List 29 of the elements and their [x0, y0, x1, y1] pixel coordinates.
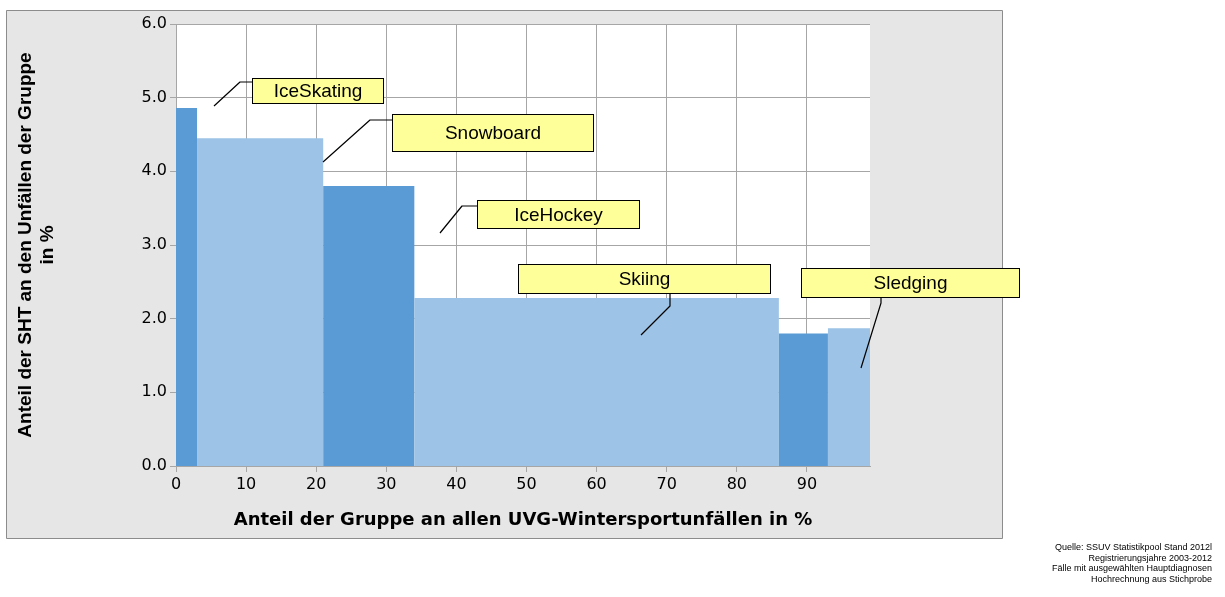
y-tick-label: 1.0 — [141, 381, 167, 401]
x-tick-label: 20 — [306, 473, 327, 493]
annotation: Skiing — [518, 264, 771, 294]
x-tick-label: 70 — [656, 473, 677, 493]
annotation: IceHockey — [477, 200, 640, 229]
callout: Sledging — [800, 267, 1021, 369]
y-tick-label: 0.0 — [141, 455, 167, 475]
y-tick-label: 6.0 — [141, 13, 167, 33]
x-axis-title: Anteil der Gruppe an allen UVG-Wintersportunfällen in % — [233, 507, 813, 529]
x-tick-label: 30 — [376, 473, 397, 493]
x-tick-label: 50 — [516, 473, 537, 493]
source-note: Quelle: SSUV Statistikpool Stand 2012l Registrierungsjahre 2003-2012 Fälle mit ausgewählten Hauptdiagnosen Hochrechnung aus Stichprobe — [1051, 542, 1212, 584]
annotation: Snowboard — [392, 114, 594, 152]
y-tick-label: 2.0 — [141, 307, 167, 327]
x-tick-label: 60 — [586, 473, 607, 493]
x-tick-label: 40 — [446, 473, 467, 493]
x-tick-label: 90 — [796, 473, 818, 493]
callout: Skiing — [517, 263, 772, 336]
callout: IceSkating — [213, 77, 385, 107]
x-tick-label: 0 — [170, 473, 182, 493]
callout: Snowboard — [322, 113, 595, 163]
x-tick-label: 10 — [235, 473, 257, 493]
callout: IceHockey — [439, 199, 641, 234]
y-axis-title: Anteil der SHT an den Unfällen der Gruppe in % — [13, 52, 58, 438]
x-tick-label: 80 — [726, 473, 747, 493]
y-tick-label: 3.0 — [141, 234, 167, 254]
annotation: IceSkating — [252, 78, 384, 104]
y-tick-label: 5.0 — [141, 86, 167, 106]
y-tick-label: 4.0 — [141, 160, 167, 180]
